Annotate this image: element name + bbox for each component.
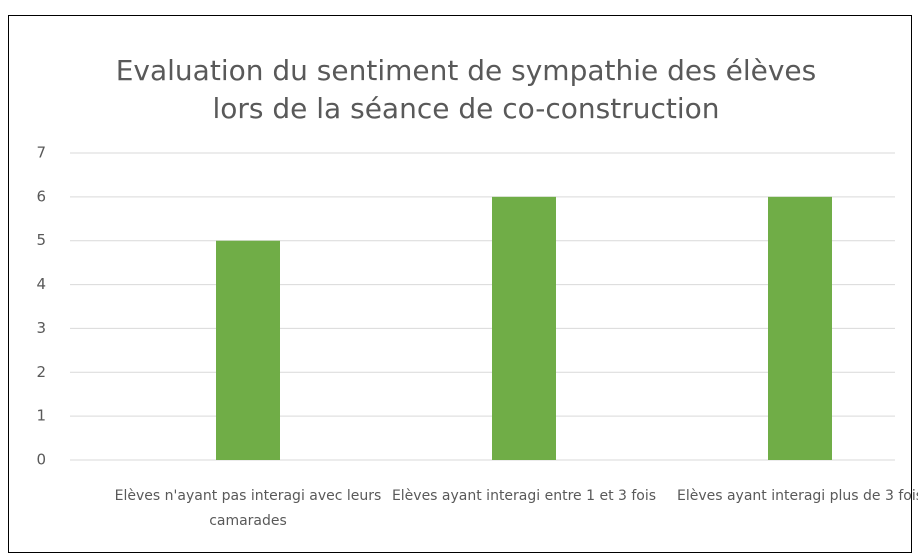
y-tick-label: 0 (36, 451, 46, 469)
chart-title: lors de la séance de co-construction (212, 92, 719, 125)
y-tick-label: 7 (36, 144, 46, 162)
x-tick-label: Elèves ayant interagi entre 1 et 3 fois (391, 488, 657, 504)
y-tick-label: 2 (36, 363, 46, 381)
y-tick-label: 4 (36, 275, 46, 293)
y-tick-label: 6 (36, 187, 46, 205)
y-tick-label: 3 (36, 319, 46, 337)
y-tick-label: 5 (36, 231, 46, 249)
chart-frame (8, 15, 912, 553)
x-tick-label: Elèves ayant interagi plus de 3 fois (676, 488, 918, 504)
x-tick-label: Elèves n'ayant pas interagi avec leurs c… (114, 488, 382, 529)
y-tick-label: 1 (36, 407, 46, 425)
bar (768, 196, 832, 460)
bar (492, 196, 556, 460)
bar (216, 240, 280, 460)
chart-title: Evaluation du sentiment de sympathie des… (116, 54, 817, 87)
